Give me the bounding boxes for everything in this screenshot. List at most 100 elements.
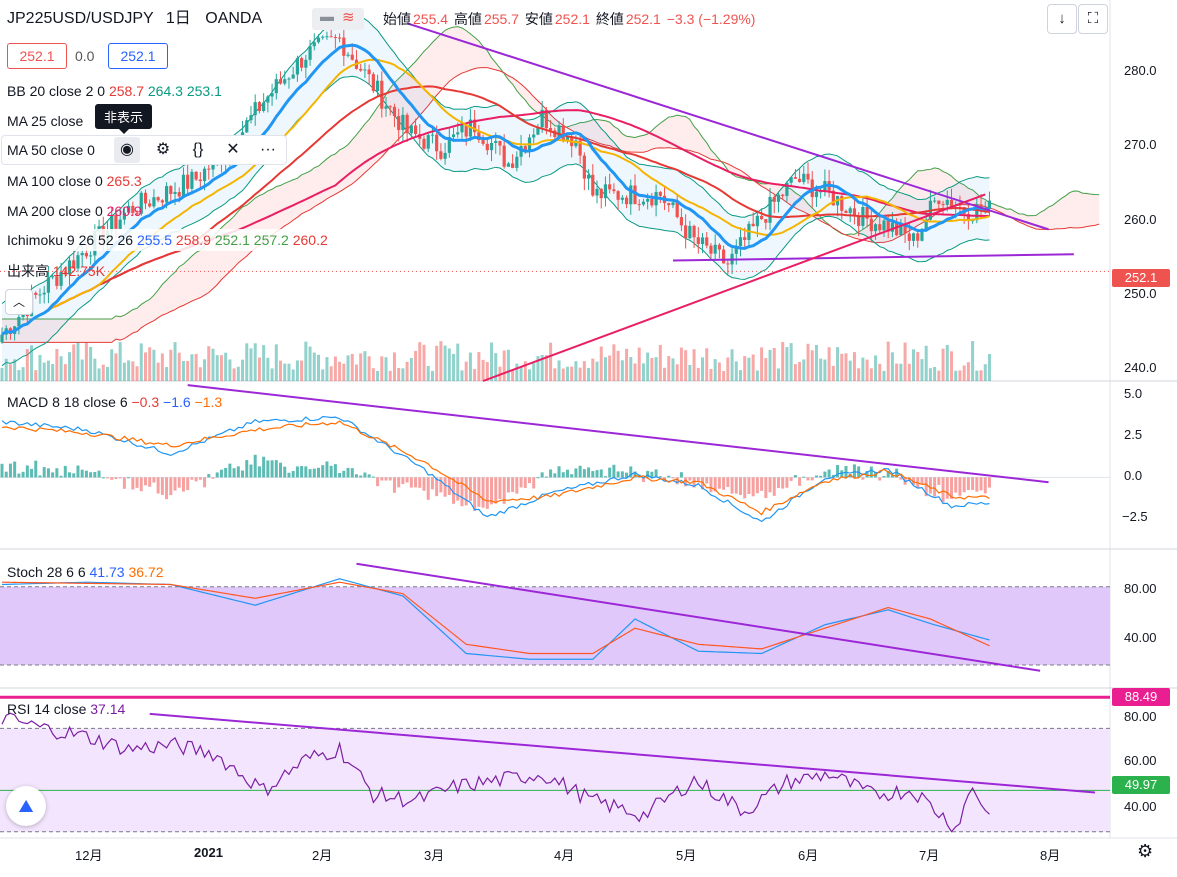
volume-bar [536,356,540,381]
candle-body [751,223,755,227]
candle-body [392,106,397,117]
candle-body [785,182,789,196]
volume-bar [907,363,911,381]
ma25-label: MA 25 close [7,113,84,129]
legend-ma100[interactable]: MA 100 close 0 265.3 [7,172,142,190]
macd-histogram-bar [785,477,789,488]
volume-bar [338,361,342,381]
fullscreen-button[interactable]: ⛶ [1078,4,1108,34]
macd-histogram-bar [494,477,498,504]
macd-histogram-bar [152,477,156,483]
macd-histogram-bar [350,468,354,478]
macd-histogram-bar [713,477,717,492]
candle-body [473,119,477,133]
volume-bar [110,349,114,381]
interval-label[interactable]: 1日 [165,10,191,27]
macd-histogram-bar [414,477,418,488]
candle-body [865,206,869,219]
volume-bar [460,370,464,381]
macd-histogram-bar [734,477,738,494]
compare-button[interactable]: ▬ ≋ [312,8,364,30]
stoch-value-d: 36.72 [128,564,164,580]
macd-histogram-bar [983,477,987,494]
buy-price-button[interactable]: 252.1 [108,43,168,69]
macd-histogram-bar [4,471,8,478]
candle-body [920,229,924,241]
price-tick: 240.0 [1124,360,1157,375]
close-icon[interactable]: ✕ [226,141,240,158]
macd-histogram-bar [819,475,823,478]
candle-body [439,151,443,159]
candle-body [321,36,325,38]
candle-body [148,203,152,207]
volume-bar [253,343,257,381]
legend-ma200[interactable]: MA 200 close 0 260.9 [7,202,142,220]
volume-bar [447,348,451,381]
legend-ma25[interactable]: MA 25 close [7,112,83,130]
macd-histogram-bar [747,477,751,494]
candle-body [173,192,177,194]
sell-price-button[interactable]: 252.1 [7,43,67,69]
macd-histogram-bar [203,477,207,488]
macd-histogram-bar [650,471,654,478]
macd-histogram-bar [954,477,958,493]
volume-bar [502,350,506,381]
volume-bar [430,370,434,381]
candle-body [122,212,126,220]
volume-bar [844,353,848,381]
macd-histogram-bar [591,471,595,478]
candle-body [819,191,823,193]
volume-bar [473,369,477,381]
macd-histogram-bar [257,466,261,478]
volume-bar [945,344,949,381]
low-label: 安値 [524,11,553,27]
volume-label: 出来高 [7,263,49,279]
macd-histogram-bar [89,472,93,478]
gear-icon[interactable]: ⚙ [155,141,171,158]
macd-histogram-bar [464,477,468,506]
macd-histogram-bar [587,467,591,478]
braces-icon[interactable]: {} [192,141,204,158]
candle-body [523,146,527,151]
candle-body [338,37,342,39]
symbol-name: JP225USD/USDJPY [7,10,154,27]
candle-body [312,42,316,47]
candle-body [388,106,392,108]
ichimoku-value-2: 258.9 [175,232,211,248]
logo-icon[interactable]: ⛰ [6,786,46,826]
symbol-label: JP225USD/USDJPY 1日 OANDA [7,10,262,28]
volume-bar [219,355,223,381]
settings-icon[interactable]: ⚙ [1137,841,1154,861]
candle-body [637,204,641,206]
legend-ichimoku[interactable]: Ichimoku 9 26 52 26 255.5 258.9 252.1 25… [2,229,333,251]
legend-macd[interactable]: MACD 8 18 close 6 −0.3 −1.6 −1.3 [7,393,222,411]
legend-volume[interactable]: 出来高 142.75K [7,262,105,280]
macd-histogram-bar [582,469,586,478]
collapse-button[interactable]: ︿ [5,289,33,315]
macd-histogram-bar [726,477,730,487]
macd-histogram-bar [869,466,873,478]
volume-bar [388,370,392,381]
legend-ma50-row[interactable]: MA 50 close 0 ◉ ⚙ {} ✕ ··· [2,136,286,164]
macd-histogram-bar [274,460,278,478]
legend-stoch[interactable]: Stoch 28 6 6 41.73 36.72 [7,563,164,581]
volume-bar [540,355,544,381]
legend-rsi[interactable]: RSI 14 close 37.14 [7,700,125,718]
candle-body [202,168,207,182]
candle-body [38,294,42,296]
volume-bar [869,368,873,381]
ma50-label: MA 50 close 0 [7,142,95,158]
candle-body [456,132,460,135]
arrow-down-button[interactable]: ↓ [1047,4,1077,34]
volume-bar [481,359,485,381]
legend-bb[interactable]: BB 20 close 2 0 258.7 264.3 253.1 [7,82,222,100]
candle-body [650,198,654,206]
more-icon[interactable]: ··· [260,141,276,158]
macd-histogram-bar [776,477,780,489]
candle-body [110,214,114,231]
volume-bar [173,342,177,381]
eye-icon[interactable]: ◉ [114,137,140,163]
volume-bar [570,366,574,381]
candle-body [772,196,776,202]
